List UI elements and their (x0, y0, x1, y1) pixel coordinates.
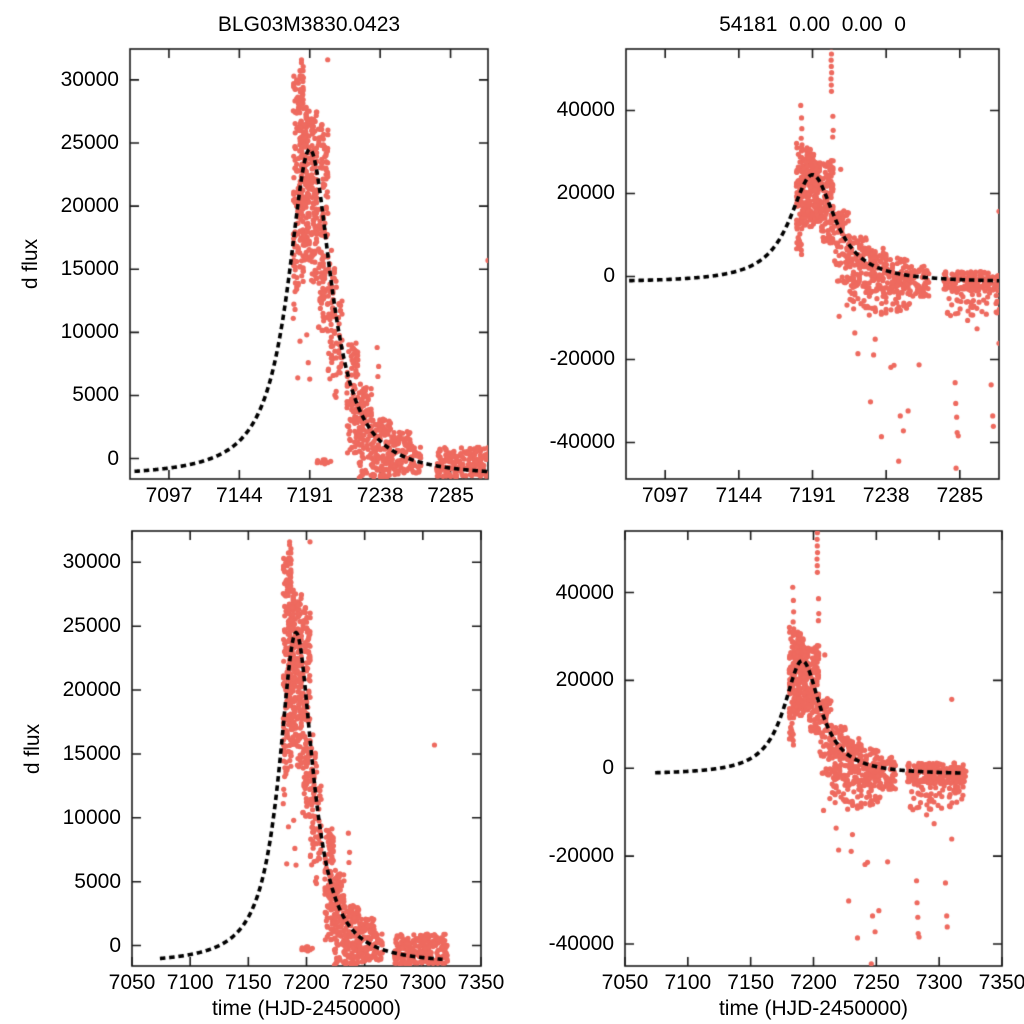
y-tick-label: 5000 (74, 869, 121, 893)
y-tick-label: 40000 (555, 580, 614, 604)
y-tick-label: 15000 (60, 257, 119, 281)
y-tick-label: 0 (107, 446, 119, 470)
x-tick-label: 7144 (215, 484, 263, 507)
x-tick-label: 7150 (727, 971, 775, 994)
x-tick-label: 7097 (641, 484, 689, 507)
x-tick-label: 7100 (166, 971, 214, 994)
x-axis-label-bottom-left: time (HJD-2450000) (211, 997, 402, 1020)
y-tick-label: 5000 (72, 383, 119, 407)
y-axis-label-bottom-left: d flux (21, 723, 44, 774)
y-tick-label: 10000 (62, 805, 121, 829)
panel-title-top-right: 54181 0.00 0.00 0 (719, 13, 906, 36)
x-tick-label: 7250 (341, 971, 389, 994)
x-tick-label: 7285 (936, 484, 984, 507)
x-tick-label: 7150 (224, 971, 272, 994)
y-tick-label: 15000 (62, 741, 121, 765)
panel-title-top-left: BLG03M3830.0423 (217, 13, 401, 36)
y-tick-label: 0 (109, 933, 121, 957)
x-tick-label: 7191 (789, 484, 836, 507)
x-axis-label-bottom-right: time (HJD-2450000) (718, 997, 909, 1020)
x-tick-label: 7100 (664, 971, 712, 994)
x-tick-label: 7050 (108, 971, 156, 994)
y-tick-label: 20000 (556, 181, 615, 205)
x-tick-label: 7200 (283, 971, 330, 994)
x-tick-label: 7200 (790, 971, 837, 994)
y-tick-label: -20000 (548, 844, 614, 868)
y-tick-label: 30000 (60, 67, 119, 91)
y-tick-label: 20000 (62, 678, 121, 702)
x-tick-label: 7097 (145, 484, 193, 507)
y-tick-label: -20000 (549, 347, 615, 371)
x-tick-label: 7238 (862, 484, 910, 507)
x-tick-label: 7250 (852, 971, 900, 994)
y-tick-label: 0 (602, 756, 614, 780)
x-tick-label: 7191 (286, 484, 334, 507)
y-tick-label: 25000 (60, 131, 119, 155)
y-tick-label: 20000 (60, 194, 119, 218)
x-tick-label: 7300 (915, 971, 963, 994)
y-axis-label-top-left: d flux (19, 238, 42, 290)
y-tick-label: 10000 (60, 320, 119, 344)
y-tick-label: -40000 (549, 430, 615, 454)
x-tick-label: 7144 (715, 484, 763, 507)
y-tick-label: 40000 (556, 98, 615, 122)
x-tick-label: 7350 (457, 971, 505, 994)
x-tick-label: 7050 (601, 971, 649, 994)
x-tick-label: 7350 (978, 971, 1024, 994)
y-tick-label: 0 (603, 264, 615, 288)
y-tick-label: 25000 (62, 614, 121, 638)
x-tick-label: 7285 (427, 484, 474, 507)
y-tick-label: 30000 (62, 550, 121, 574)
y-tick-label: 20000 (555, 668, 614, 692)
x-tick-label: 7238 (356, 484, 404, 507)
x-tick-label: 7300 (399, 971, 447, 994)
y-tick-label: -40000 (548, 932, 614, 956)
